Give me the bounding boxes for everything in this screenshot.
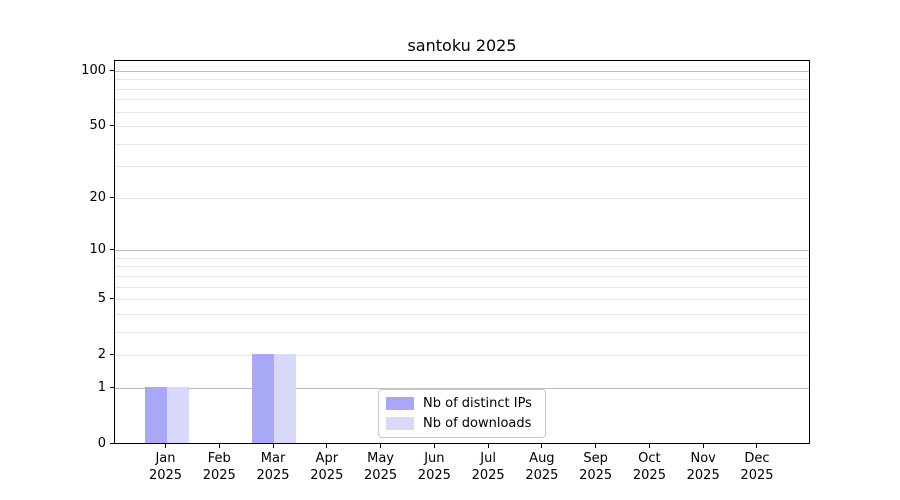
bar-downloads	[274, 354, 297, 443]
y-tick	[110, 386, 114, 388]
x-tick	[218, 444, 220, 448]
legend-label-downloads: Nb of downloads	[423, 415, 532, 431]
x-tick-label-line: 2025	[686, 467, 720, 483]
gridline-minor	[115, 143, 809, 145]
x-tick-label-line: Aug	[529, 451, 555, 466]
x-tick-label: May 2025	[353, 451, 409, 484]
x-tick-label-line: Jan	[155, 451, 176, 466]
x-tick-label-line: Dec	[744, 451, 770, 466]
gridline-minor	[115, 257, 809, 259]
y-tick-label: 10	[89, 242, 106, 258]
x-tick-label: Jul 2025	[460, 451, 516, 484]
x-tick-label-line: Apr	[315, 451, 339, 466]
legend-item-downloads: Nb of downloads	[386, 416, 538, 432]
x-tick	[487, 444, 489, 448]
legend: Nb of distinct IPs Nb of downloads	[378, 389, 546, 438]
x-tick	[702, 444, 704, 448]
gridline-minor	[115, 275, 809, 277]
x-tick-label-line: 2025	[364, 467, 398, 483]
x-tick-label-line: 2025	[740, 467, 774, 483]
x-tick-label-line: 2025	[525, 467, 559, 483]
x-tick-label-line: Nov	[690, 451, 716, 466]
legend-label-distinct-ips: Nb of distinct IPs	[423, 395, 532, 411]
y-tick-label: 2	[97, 347, 106, 363]
gridline-minor	[115, 88, 809, 90]
legend-swatch-downloads-icon	[386, 417, 414, 430]
x-tick-label-line: 2025	[256, 467, 290, 483]
gridline-minor	[115, 197, 809, 199]
x-tick	[165, 444, 166, 448]
gridline-minor	[115, 286, 809, 288]
x-tick-label: Jan 2025	[138, 451, 194, 484]
y-tick-label: 100	[81, 63, 106, 78]
x-tick	[648, 444, 650, 448]
x-tick-label-line: May	[367, 451, 395, 466]
x-tick-label-line: Oct	[638, 451, 661, 466]
x-tick-label-line: 2025	[471, 467, 505, 483]
y-tick-label: 20	[89, 189, 106, 205]
y-tick	[110, 354, 114, 356]
y-tick	[110, 298, 114, 300]
x-tick-label: Dec 2025	[729, 451, 785, 484]
gridline-minor	[115, 99, 809, 101]
x-tick-label-line: Sep	[583, 451, 608, 466]
x-tick-label-line: Feb	[207, 451, 231, 466]
x-tick-label-line: 2025	[417, 467, 451, 483]
gridline-minor	[115, 299, 809, 301]
gridline-major	[115, 71, 809, 72]
x-tick-label-line: 2025	[632, 467, 666, 483]
x-tick-label-line: Mar	[260, 451, 286, 466]
x-tick-label-line: Jun	[424, 451, 445, 466]
x-tick-label-line: 2025	[579, 467, 613, 483]
y-tick	[110, 70, 114, 71]
x-tick-label: Apr 2025	[299, 451, 355, 484]
y-tick	[110, 249, 114, 251]
gridline-minor	[115, 313, 809, 315]
chart-title: santoku 2025	[407, 36, 517, 55]
gridline-minor	[115, 355, 809, 357]
x-tick	[326, 444, 328, 448]
y-tick	[110, 443, 114, 444]
gridline-minor	[115, 331, 809, 333]
y-tick-label: 0	[97, 436, 106, 451]
x-tick-label-line: Jul	[480, 451, 496, 466]
bar-downloads	[166, 386, 189, 443]
x-tick	[433, 444, 435, 448]
x-tick-label-line: 2025	[148, 467, 183, 483]
x-tick-label: Oct 2025	[621, 451, 677, 484]
x-tick-label: Nov 2025	[675, 451, 731, 484]
gridline-minor	[115, 166, 809, 168]
x-tick	[756, 444, 758, 448]
gridline-minor	[115, 266, 809, 268]
gridline-minor	[115, 111, 809, 113]
bar-distinct-ips	[252, 354, 275, 443]
bar-distinct-ips	[144, 386, 167, 443]
legend-swatch-distinct-ips-icon	[386, 397, 414, 410]
x-tick-label: Aug 2025	[514, 451, 570, 484]
x-tick-label: Feb 2025	[191, 451, 247, 484]
x-tick	[380, 444, 382, 448]
gridline-major	[115, 250, 809, 252]
x-tick-label: Sep 2025	[568, 451, 624, 484]
x-tick-label: Mar 2025	[245, 451, 301, 484]
x-tick	[595, 444, 597, 448]
y-tick-label: 50	[89, 118, 106, 134]
gridline-major	[115, 387, 809, 389]
y-tick	[110, 125, 114, 127]
gridline-minor	[115, 126, 809, 128]
x-tick-label-line: 2025	[202, 467, 236, 483]
y-tick-label: 5	[97, 291, 106, 307]
x-tick-label-line: 2025	[310, 467, 344, 483]
x-tick-label: Jun 2025	[406, 451, 462, 484]
plot-area	[114, 60, 810, 444]
legend-item-distinct-ips: Nb of distinct IPs	[386, 396, 538, 412]
x-tick	[541, 444, 543, 448]
y-tick-label: 1	[97, 379, 106, 395]
y-tick	[110, 196, 114, 198]
x-tick	[272, 444, 274, 448]
gridline-minor	[115, 79, 809, 81]
